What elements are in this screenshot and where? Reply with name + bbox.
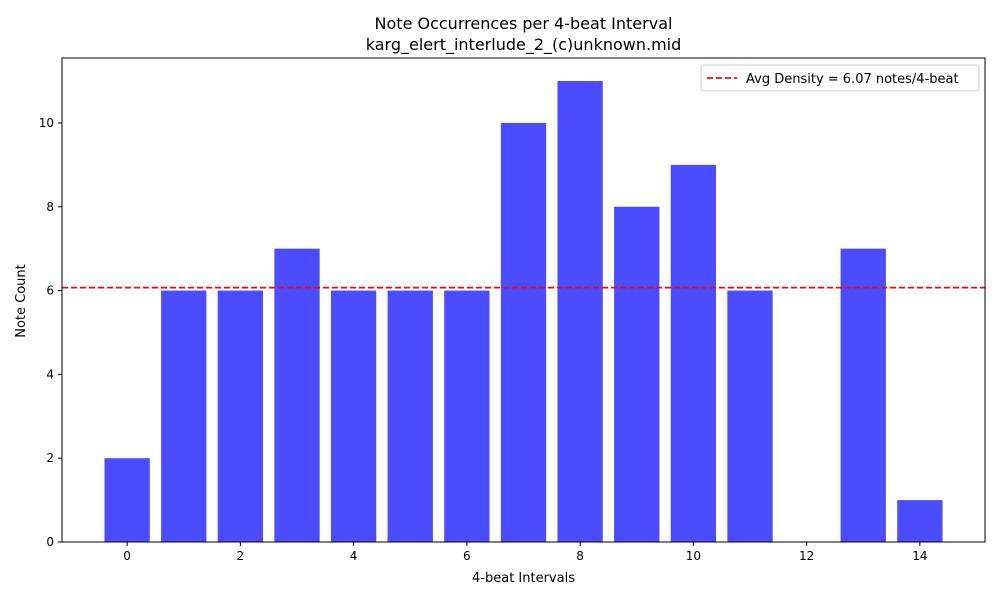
bar-10 — [670, 164, 717, 542]
chart-title: Note Occurrences per 4-beat Interval — [375, 14, 673, 33]
x-ticks-group: 0 2 4 6 8 10 12 14 — [123, 542, 928, 563]
legend-box — [700, 64, 980, 92]
y-ticks-group: 0 2 4 6 8 10 — [39, 116, 62, 549]
bar-3 — [274, 248, 320, 542]
x-tick-label-10: 10 — [686, 549, 701, 563]
y-tick-label-10: 10 — [39, 116, 54, 130]
axes-group — [61, 57, 986, 543]
bars-group — [104, 81, 943, 543]
bar-0 — [104, 458, 150, 542]
plot-area: 0 2 4 6 8 10 12 14 0 2 4 6 8 10 — [39, 57, 986, 563]
bar-4 — [330, 290, 377, 542]
x-tick-label-14: 14 — [912, 549, 927, 563]
x-tick-label-12: 12 — [799, 549, 814, 563]
bar-5 — [387, 290, 433, 542]
bar-8 — [557, 81, 603, 543]
bar-1 — [161, 290, 207, 542]
y-tick-label-0: 0 — [46, 535, 54, 549]
y-tick-label-6: 6 — [46, 284, 54, 298]
x-tick-label-8: 8 — [576, 549, 584, 563]
x-tick-label-0: 0 — [123, 549, 131, 563]
bar-13 — [840, 248, 886, 542]
x-axis-label: 4-beat Intervals — [472, 571, 575, 586]
y-tick-label-4: 4 — [46, 367, 54, 381]
legend: Avg Density = 6.07 notes/4-beat — [700, 64, 980, 92]
bar-11 — [727, 290, 773, 542]
y-axis-label: Note Count — [14, 264, 29, 338]
legend-average-line-label: Avg Density = 6.07 notes/4-beat — [746, 72, 959, 87]
y-tick-label-2: 2 — [46, 451, 54, 465]
x-tick-label-6: 6 — [463, 549, 471, 563]
axes-frame — [61, 57, 986, 543]
x-tick-label-2: 2 — [237, 549, 245, 563]
bar-2 — [217, 290, 264, 542]
y-tick-label-8: 8 — [46, 200, 54, 214]
bar-14 — [897, 500, 943, 542]
x-tick-label-4: 4 — [350, 549, 358, 563]
bar-9 — [614, 206, 660, 542]
bar-6 — [444, 290, 490, 542]
chart-subtitle: karg_elert_interlude_2_(c)unknown.mid — [366, 35, 682, 55]
bar-7 — [500, 122, 547, 542]
